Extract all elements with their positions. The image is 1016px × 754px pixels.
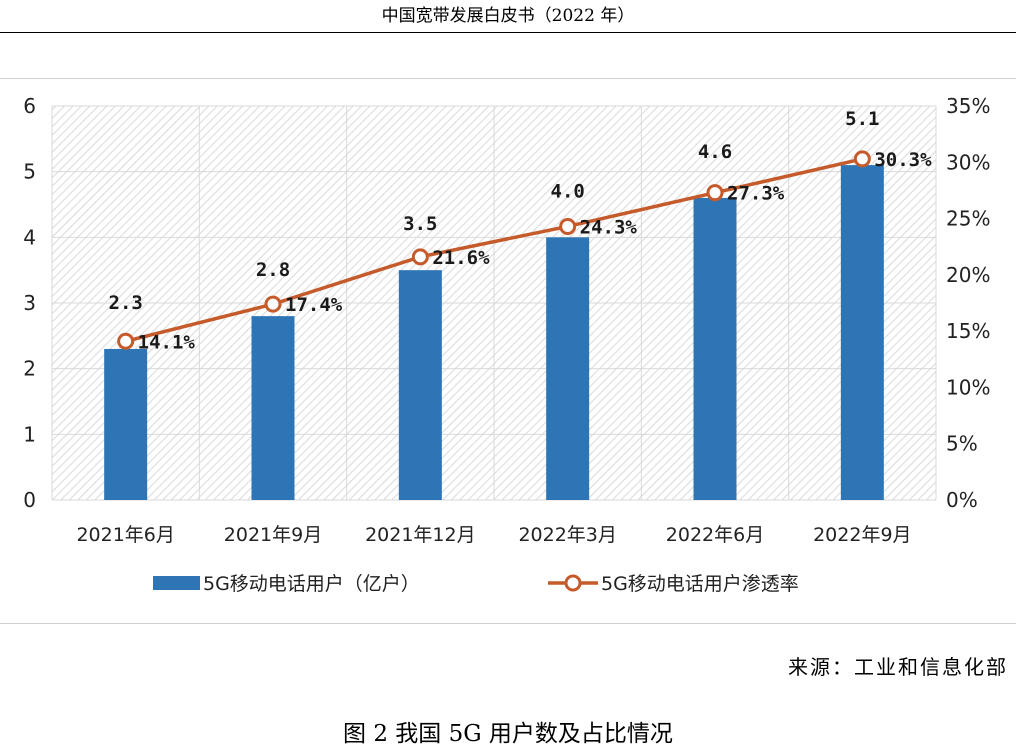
bar <box>840 165 884 500</box>
bar-value-label: 3.5 <box>403 213 437 235</box>
x-tick-label: 2022年6月 <box>666 524 764 546</box>
bar <box>251 316 295 500</box>
y-tick-label: 3 <box>23 291 36 315</box>
line-point <box>411 248 429 266</box>
line-point <box>706 184 724 202</box>
x-tick-label: 2021年6月 <box>76 524 174 546</box>
bar-value-label: 4.0 <box>551 180 585 202</box>
y-tick-label: 5 <box>23 160 36 184</box>
source-note: 来源：工业和信息化部 <box>788 655 1008 679</box>
x-tick-label: 2021年9月 <box>224 524 322 546</box>
line-point <box>264 295 282 313</box>
y2-tick-label: 30% <box>946 150 990 174</box>
y2-tick-label: 20% <box>946 263 990 287</box>
legend-line-marker <box>564 574 582 592</box>
figure-caption: 图 2 我国 5G 用户数及占比情况 <box>343 721 673 747</box>
line-value-label: 17.4% <box>285 294 343 316</box>
line-point <box>559 217 577 235</box>
bar-value-label: 2.8 <box>256 259 290 281</box>
chart-frame <box>0 78 1016 624</box>
y2-tick-label: 25% <box>946 207 990 231</box>
line-value-label: 27.3% <box>727 183 785 205</box>
x-tick-label: 2022年3月 <box>518 524 616 546</box>
line-value-label: 14.1% <box>138 331 196 353</box>
y2-tick-label: 35% <box>946 94 990 118</box>
y2-tick-label: 10% <box>946 375 990 399</box>
y-tick-label: 4 <box>23 225 36 249</box>
legend-bar-swatch <box>153 576 200 590</box>
y2-tick-label: 5% <box>946 432 978 456</box>
bar-value-label: 4.6 <box>698 141 732 163</box>
combo-chart: 2.3 2.8 3.5 4.0 4.6 5.1 14.1% 17.4% 21.6% 24.3% 27… <box>23 94 990 595</box>
line-value-label: 30.3% <box>874 149 932 171</box>
bar <box>104 348 148 500</box>
legend-line-label: 5G移动电话用户渗透率 <box>601 573 799 595</box>
bar <box>693 197 737 500</box>
y-tick-label: 6 <box>23 94 36 118</box>
header-title: 中国宽带发展白皮书（2022 年） <box>381 6 635 26</box>
legend-bar-label: 5G移动电话用户（亿户） <box>203 573 420 595</box>
line-point <box>117 332 135 350</box>
page-header: 中国宽带发展白皮书（2022 年） <box>0 0 1016 33</box>
x-tick-label: 2021年12月 <box>365 524 476 546</box>
bar-value-label: 5.1 <box>845 108 879 130</box>
penetration-line <box>125 157 863 343</box>
bar <box>398 270 442 500</box>
line-value-label: 24.3% <box>580 216 638 238</box>
line-value-label: 21.6% <box>432 247 490 269</box>
bar <box>546 237 590 501</box>
line-point <box>853 150 871 168</box>
y2-tick-label: 0% <box>946 488 978 512</box>
y-tick-label: 2 <box>23 357 36 381</box>
bar-value-label: 2.3 <box>109 292 143 314</box>
y-tick-label: 0 <box>23 488 36 512</box>
x-tick-label: 2022年9月 <box>813 524 911 546</box>
y-tick-label: 1 <box>23 422 36 446</box>
y2-tick-label: 15% <box>946 319 990 343</box>
